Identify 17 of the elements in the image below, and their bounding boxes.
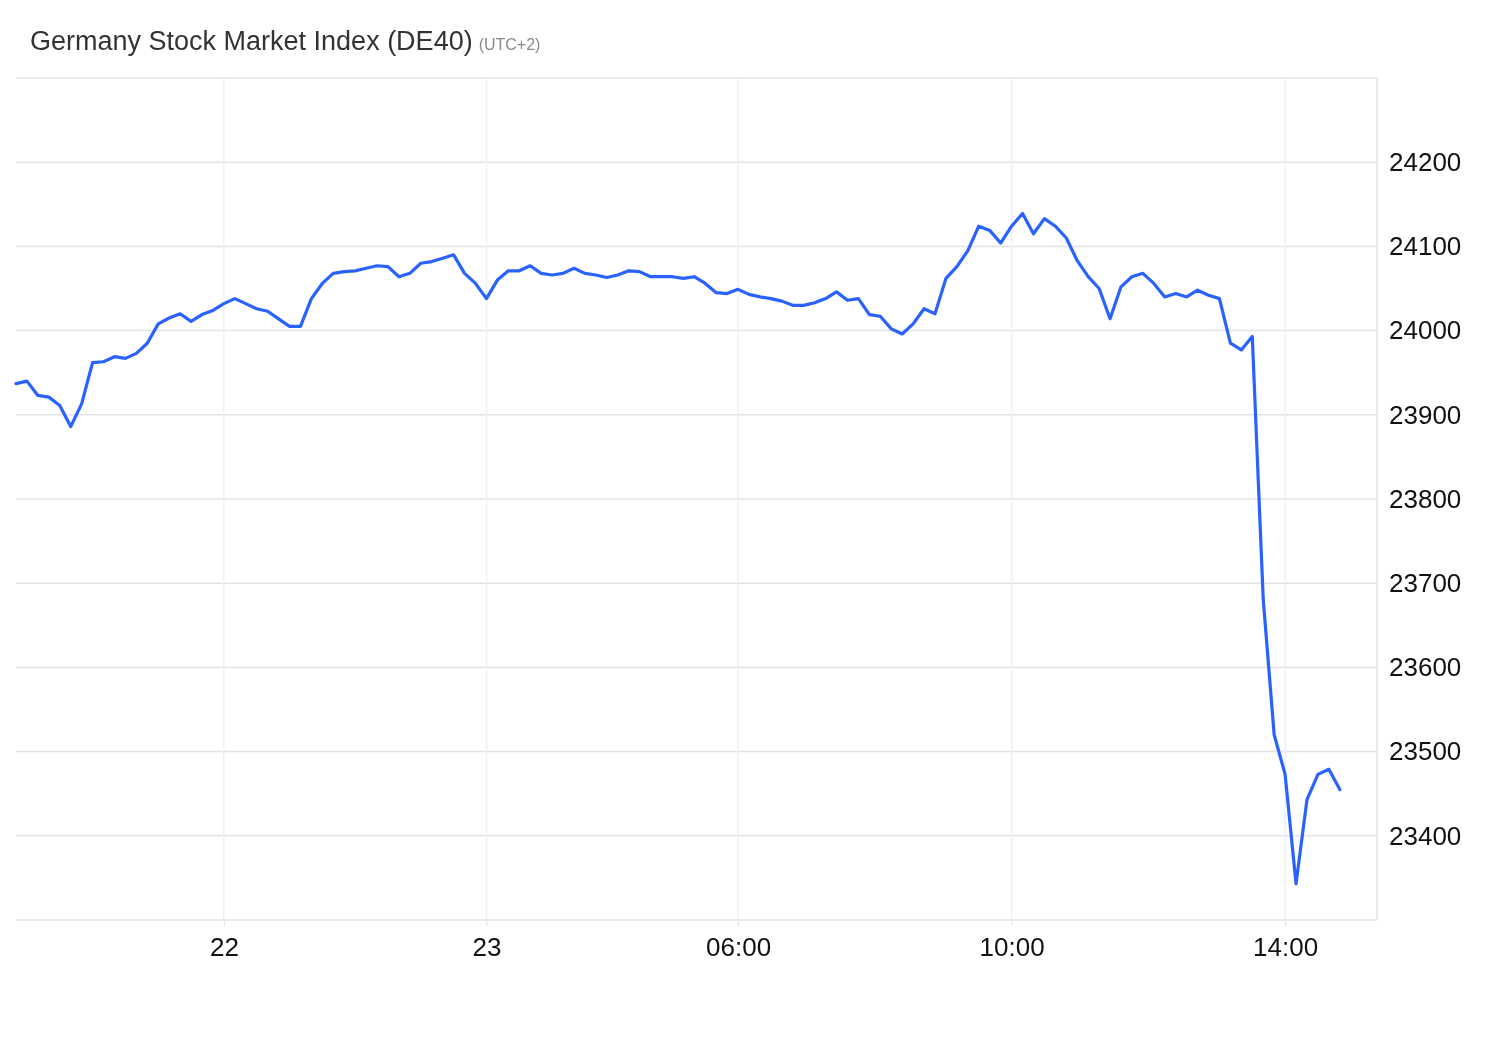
y-tick-label: 24200 <box>1389 147 1462 178</box>
chart-title: Germany Stock Market Index (DE40) <box>30 26 473 56</box>
y-tick-label: 24100 <box>1389 231 1462 262</box>
chart-subtitle: (UTC+2) <box>478 36 541 53</box>
x-tick-label: 23 <box>472 932 502 963</box>
y-tick-label: 23900 <box>1389 399 1462 430</box>
y-tick-label: 23600 <box>1389 652 1462 683</box>
y-tick-label: 24000 <box>1389 315 1462 346</box>
y-tick-label: 23500 <box>1389 736 1462 767</box>
x-tick-label: 14:00 <box>1253 932 1319 963</box>
x-tick-label: 06:00 <box>706 932 772 963</box>
y-tick-label: 23700 <box>1389 568 1462 599</box>
x-tick-label: 10:00 <box>979 932 1045 963</box>
y-tick-label: 23400 <box>1389 820 1462 851</box>
line-series <box>14 211 1342 886</box>
y-tick-label: 23800 <box>1389 483 1462 514</box>
x-tick-label: 22 <box>209 932 239 963</box>
